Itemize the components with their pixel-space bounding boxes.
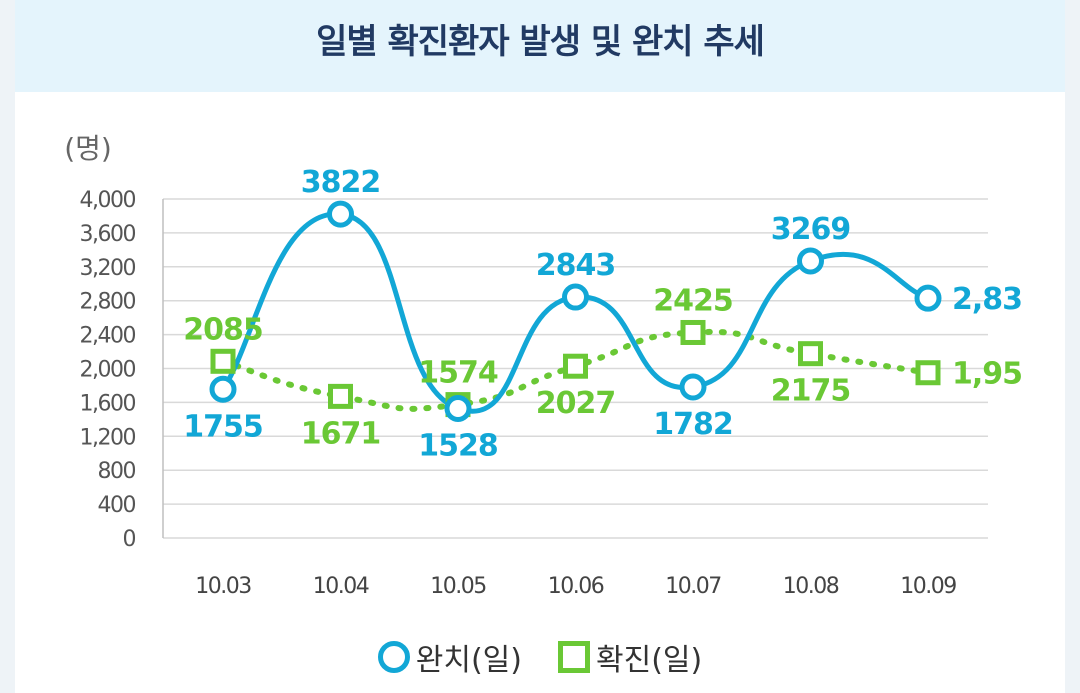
data-point-confirmed[interactable] bbox=[680, 319, 706, 345]
x-tick-label: 10.03 bbox=[195, 574, 251, 599]
data-point-recovered[interactable] bbox=[444, 395, 472, 423]
y-tick-label: 800 bbox=[98, 459, 136, 484]
data-label-recovered: 2,83 bbox=[952, 282, 1022, 317]
circle-marker-icon bbox=[377, 641, 410, 673]
x-tick-label: 10.04 bbox=[313, 574, 369, 599]
data-point-recovered[interactable] bbox=[679, 373, 707, 401]
data-label-confirmed: 1574 bbox=[418, 356, 498, 391]
x-tick-label: 10.07 bbox=[665, 574, 721, 599]
y-tick-label: 2,400 bbox=[80, 324, 136, 349]
legend: 완치(일) 확진(일) bbox=[0, 632, 1080, 682]
x-tick-label: 10.06 bbox=[548, 574, 604, 599]
data-point-recovered[interactable] bbox=[797, 247, 824, 275]
x-tick-label: 10.09 bbox=[900, 574, 956, 599]
data-point-confirmed[interactable] bbox=[798, 341, 823, 367]
y-tick-label: 4,000 bbox=[80, 188, 136, 213]
y-tick-label: 400 bbox=[98, 493, 136, 518]
y-tick-label: 1,600 bbox=[80, 391, 136, 416]
data-label-recovered: 1755 bbox=[183, 409, 263, 444]
legend-label-confirmed: 확진(일) bbox=[596, 643, 703, 678]
legend-item-confirmed[interactable]: 확진(일) bbox=[558, 635, 702, 679]
y-tick-label: 3,200 bbox=[80, 256, 136, 281]
chart-card: 일별 확진환자 발생 및 완치 추세 bbox=[15, 0, 1065, 693]
data-point-recovered[interactable] bbox=[914, 284, 942, 312]
data-point-confirmed[interactable] bbox=[328, 383, 353, 409]
data-label-confirmed: 1671 bbox=[301, 416, 381, 451]
data-label-confirmed: 2175 bbox=[771, 374, 851, 409]
y-tick-label: 0 bbox=[123, 527, 136, 552]
title-banner: 일별 확진환자 발생 및 완치 추세 bbox=[15, 0, 1065, 92]
data-label-recovered: 3822 bbox=[301, 165, 381, 200]
data-label-confirmed: 2027 bbox=[536, 386, 616, 421]
data-point-confirmed[interactable] bbox=[563, 353, 588, 379]
y-tick-label: 1,200 bbox=[80, 425, 136, 450]
data-point-recovered[interactable] bbox=[209, 375, 237, 403]
data-point-recovered[interactable] bbox=[327, 200, 354, 228]
y-tick-label: 2,800 bbox=[80, 290, 136, 315]
legend-label-recovered: 완치(일) bbox=[415, 643, 522, 678]
data-label-confirmed: 2085 bbox=[183, 312, 263, 347]
data-label-confirmed: 2425 bbox=[653, 283, 733, 318]
chart-title: 일별 확진환자 발생 및 완치 추세 bbox=[316, 22, 765, 62]
data-point-recovered[interactable] bbox=[562, 283, 589, 311]
data-label-recovered: 1782 bbox=[653, 407, 733, 442]
x-tick-label: 10.05 bbox=[430, 574, 486, 599]
data-label-confirmed: 1,95 bbox=[952, 357, 1022, 392]
data-point-confirmed[interactable] bbox=[210, 348, 236, 374]
square-marker-icon bbox=[558, 641, 590, 673]
data-label-recovered: 1528 bbox=[418, 429, 498, 464]
y-tick-label: 3,600 bbox=[80, 222, 136, 247]
x-tick-label: 10.08 bbox=[783, 574, 839, 599]
legend-item-recovered[interactable]: 완치(일) bbox=[377, 635, 522, 679]
data-label-recovered: 3269 bbox=[771, 212, 851, 247]
y-axis-unit-label: (명) bbox=[64, 132, 112, 165]
data-label-recovered: 2843 bbox=[536, 248, 616, 283]
data-point-confirmed[interactable] bbox=[915, 360, 941, 386]
y-tick-label: 2,000 bbox=[80, 358, 136, 383]
